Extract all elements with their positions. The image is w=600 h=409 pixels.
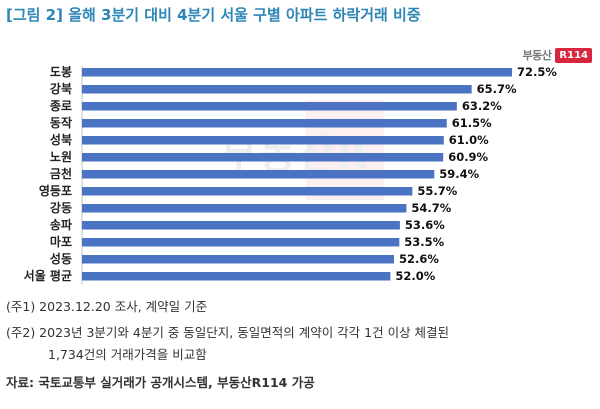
bar-chart: 도봉 72.5% 강북 65.7% 종로 63.2% 동작 61.5% 성북 61.0% 노원 60.… [24, 65, 557, 285]
bar [82, 238, 400, 247]
data-label: 63.2% [462, 99, 502, 113]
logo-wordmark: 부동산 [522, 49, 552, 62]
category-label: 종로 [50, 99, 72, 113]
footnote-2-continued: 1,734건의 거래가격을 비교함 [48, 347, 207, 362]
category-label: 금천 [50, 166, 72, 181]
bar [82, 255, 394, 264]
data-label: 54.7% [411, 201, 451, 215]
data-label: 61.5% [452, 116, 492, 130]
bar [82, 153, 444, 162]
bar [82, 204, 407, 213]
category-label: 송파 [50, 217, 72, 232]
footnote-1: (주1) 2023.12.20 조사, 계약일 기준 [6, 299, 208, 314]
data-label: 60.9% [448, 150, 488, 164]
category-label: 강북 [50, 82, 72, 96]
data-label: 55.7% [417, 184, 457, 198]
category-label: 서울 평균 [24, 268, 72, 283]
data-label: 52.0% [395, 269, 435, 283]
data-label: 72.5% [517, 65, 557, 79]
bar [82, 170, 435, 179]
bar [82, 85, 472, 94]
data-label: 53.6% [405, 218, 445, 232]
data-label: 59.4% [439, 167, 479, 181]
bar [82, 136, 444, 145]
category-label: 노원 [50, 150, 72, 164]
category-label: 마포 [50, 234, 72, 249]
bar [82, 272, 391, 281]
watermark-box [306, 100, 384, 200]
data-label: 52.6% [399, 252, 439, 266]
data-label: 53.5% [404, 235, 444, 249]
category-label: 도봉 [50, 65, 72, 79]
data-label: 65.7% [477, 82, 517, 96]
brand-logo: 부동산 R114 [512, 44, 592, 66]
data-label: 61.0% [449, 133, 489, 147]
logo-badge: R114 [555, 47, 592, 63]
bar [82, 221, 400, 230]
bar [82, 68, 512, 77]
bar [82, 102, 457, 111]
source-note: 자료: 국토교통부 실거래가 공개시스템, 부동산R114 가공 [6, 375, 315, 390]
category-label: 동작 [50, 115, 72, 130]
bar [82, 187, 413, 196]
category-label: 강동 [50, 201, 72, 215]
category-label: 성동 [50, 252, 72, 266]
category-label: 성북 [50, 133, 72, 147]
category-label: 영등포 [39, 183, 72, 198]
chart-title: [그림 2] 올해 3분기 대비 4분기 서울 구별 아파트 하락거래 비중 [6, 6, 421, 24]
bar [82, 119, 447, 128]
footnote-2: (주2) 2023년 3분기와 4분기 중 동일단지, 동일면적의 계약이 각각… [6, 325, 450, 340]
